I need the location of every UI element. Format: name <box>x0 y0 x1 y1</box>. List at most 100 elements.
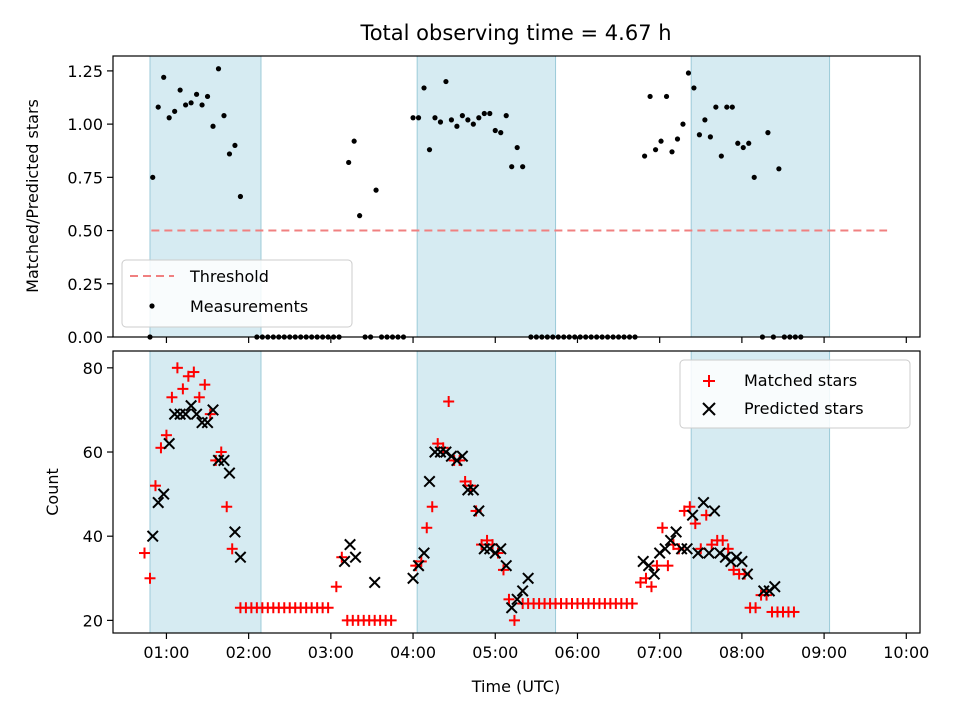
predicted-star-point-54 <box>697 496 710 509</box>
matched-star-point-2 <box>149 480 161 492</box>
matched-star-point-15 <box>221 501 233 513</box>
measurement-point-96 <box>696 132 703 138</box>
predicted-star-point-17 <box>338 555 351 568</box>
measurement-point-16 <box>232 142 238 149</box>
matched-star-point-108 <box>761 589 773 601</box>
matched-star-point-84 <box>626 598 638 610</box>
predicted-star-point-16 <box>234 551 247 564</box>
predicted-star-point-12 <box>212 454 225 467</box>
measurement-point-97 <box>702 117 708 123</box>
predicted-star-point-53 <box>692 547 704 559</box>
measurement-point-35 <box>351 138 357 144</box>
matched-star-point-11 <box>199 379 211 391</box>
measurement-point-103 <box>735 140 741 146</box>
measurement-point-51 <box>443 78 449 85</box>
measurement-point-87 <box>647 93 653 100</box>
matched-star-point-48 <box>426 501 438 513</box>
xtick-label-0: 01:00 <box>143 643 189 662</box>
matched-star-point-6 <box>171 362 183 374</box>
top-ytick-label-1: 0.25 <box>67 275 103 294</box>
predicted-star-point-31 <box>461 483 474 496</box>
matched-star-point-95 <box>689 518 701 530</box>
measurement-point-55 <box>465 117 471 123</box>
predicted-star-point-56 <box>708 505 721 517</box>
measurement-point-7 <box>183 102 189 108</box>
predicted-star-point-6 <box>179 408 192 421</box>
top-ytick-label-3: 0.75 <box>67 168 103 187</box>
predicted-star-point-48 <box>664 534 677 547</box>
measurement-point-47 <box>421 85 427 91</box>
top-legend: Threshold Measurements <box>121 259 353 328</box>
measurement-point-110 <box>776 166 782 172</box>
matched-star-point-106 <box>750 602 762 614</box>
bot-ytick-label-1: 40 <box>83 527 103 546</box>
predicted-star-point-52 <box>686 509 699 522</box>
predicted-star-point-37 <box>494 542 507 555</box>
predicted-star-point-5 <box>174 408 187 421</box>
matched-star-point-16 <box>226 543 238 555</box>
predicted-star-point-15 <box>229 526 241 538</box>
legend-matched-swatch <box>703 375 715 387</box>
measurement-point-94 <box>685 70 692 76</box>
predicted-star-point-10 <box>201 416 214 429</box>
top-plot-frame <box>112 55 921 338</box>
matched-star-point-35 <box>336 551 348 563</box>
bottom-axes: 20 40 60 80 01:00 02:00 03:00 04:00 05:00 06:00 07… <box>83 350 929 662</box>
xtick-label-2: 03:00 <box>308 643 354 662</box>
matched-star-point-63 <box>508 614 520 626</box>
predicted-star-point-61 <box>735 555 748 568</box>
measurement-point-1 <box>150 174 156 180</box>
measurement-point-63 <box>509 164 515 170</box>
measurement-point-53 <box>454 123 460 129</box>
measurement-point-90 <box>663 93 670 100</box>
predicted-star-point-41 <box>516 584 529 597</box>
measurement-point-60 <box>492 127 498 134</box>
matched-star-point-0 <box>139 547 151 559</box>
matched-star-point-90 <box>662 560 674 572</box>
predicted-star-point-9 <box>196 416 208 429</box>
matched-star-point-33 <box>322 602 334 614</box>
measurement-point-108 <box>765 130 771 136</box>
measurement-point-64 <box>514 144 520 151</box>
measurement-point-15 <box>226 151 233 157</box>
predicted-star-point-63 <box>757 584 770 597</box>
xtick-label-8: 09:00 <box>801 643 847 662</box>
measurement-point-12 <box>210 123 216 129</box>
predicted-star-point-25 <box>429 446 441 458</box>
measurement-point-54 <box>459 113 465 119</box>
predicted-star-point-39 <box>505 601 518 614</box>
predicted-star-point-23 <box>418 547 430 559</box>
measurement-point-2 <box>155 104 161 110</box>
measurement-point-58 <box>481 110 487 117</box>
top-shaded-interval-2 <box>690 55 831 338</box>
matched-star-point-51 <box>443 396 455 408</box>
matched-star-point-61 <box>497 564 509 576</box>
predicted-star-point-65 <box>768 580 781 593</box>
matched-star-point-89 <box>656 522 668 534</box>
predicted-star-point-47 <box>659 542 672 555</box>
predicted-star-point-62 <box>741 568 754 581</box>
matched-star-point-47 <box>421 522 433 534</box>
bottom-xlabel: Time (UTC) <box>471 677 560 696</box>
measurement-point-100 <box>718 153 724 159</box>
measurement-point-10 <box>199 102 205 108</box>
top-shaded-interval-1 <box>416 55 557 338</box>
xtick-label-1: 02:00 <box>226 643 272 662</box>
count-points <box>139 362 800 626</box>
legend-predicted-swatch <box>702 402 716 416</box>
matched-star-point-87 <box>645 581 657 593</box>
bottom-ylabel: Count <box>43 468 62 516</box>
matched-star-point-1 <box>144 572 156 584</box>
legend-measurement-label: Measurements <box>190 297 308 316</box>
matched-star-point-94 <box>684 501 696 513</box>
predicted-star-point-3 <box>163 437 176 450</box>
matched-star-point-34 <box>330 581 342 593</box>
xtick-label-7: 08:00 <box>719 643 765 662</box>
matched-star-point-62 <box>503 593 515 605</box>
measurement-point-91 <box>669 149 675 155</box>
predicted-star-point-49 <box>670 526 683 538</box>
xtick-label-9: 10:00 <box>883 643 929 662</box>
top-ylabel: Matched/Predicted stars <box>23 99 42 293</box>
measurement-point-65 <box>520 164 526 170</box>
